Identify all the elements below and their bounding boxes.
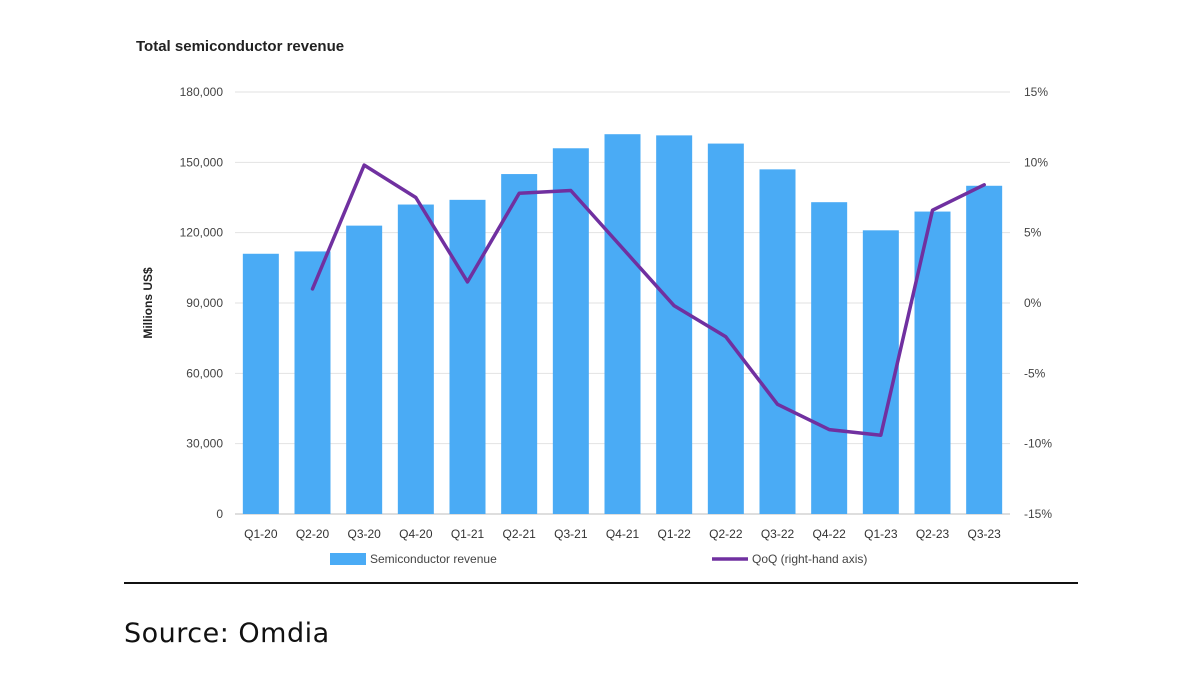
x-tick-label: Q1-20 xyxy=(244,527,278,541)
bar xyxy=(397,204,434,515)
combo-chart: 0 30,000 60,000 90,000 120,000 150,000 180,000… xyxy=(141,85,1052,566)
x-tick-label: Q4-20 xyxy=(399,527,433,541)
x-tick-label: Q1-22 xyxy=(657,527,691,541)
y2-tick-label: 0% xyxy=(1024,296,1042,310)
legend-swatch-bars xyxy=(330,553,366,565)
x-tick-label: Q4-22 xyxy=(812,527,846,541)
y-tick-label: 30,000 xyxy=(186,437,223,451)
legend-label-bars: Semiconductor revenue xyxy=(370,552,497,566)
x-tick-label: Q2-20 xyxy=(296,527,330,541)
bar xyxy=(862,230,899,515)
x-tick-label: Q3-22 xyxy=(761,527,795,541)
bar xyxy=(242,253,279,514)
y-axis-label: Millions US$ xyxy=(141,267,155,339)
x-tick-label: Q3-23 xyxy=(967,527,1001,541)
legend-label-line: QoQ (right-hand axis) xyxy=(752,552,867,566)
x-tick-label: Q3-21 xyxy=(554,527,588,541)
bar xyxy=(501,174,538,515)
x-tick-label: Q2-21 xyxy=(502,527,536,541)
x-tick-label: Q4-21 xyxy=(606,527,640,541)
bar xyxy=(914,211,951,515)
bar xyxy=(552,148,589,514)
bar xyxy=(966,185,1003,514)
divider xyxy=(124,582,1078,584)
bar xyxy=(604,134,641,514)
y-tick-label: 0 xyxy=(216,507,223,521)
bar xyxy=(294,251,331,514)
y-tick-label: 60,000 xyxy=(186,366,223,380)
source-note: Source: Omdia xyxy=(124,618,330,649)
x-tick-label: Q2-22 xyxy=(709,527,743,541)
x-tick-label: Q3-20 xyxy=(347,527,381,541)
bar xyxy=(656,135,693,514)
y2-tick-label: -5% xyxy=(1024,366,1046,380)
y-tick-label: 90,000 xyxy=(186,296,223,310)
y-tick-label: 180,000 xyxy=(180,85,224,99)
y2-tick-label: 10% xyxy=(1024,155,1048,169)
y2-tick-label: -15% xyxy=(1024,507,1052,521)
y2-tick-label: 15% xyxy=(1024,85,1048,99)
x-tick-label: Q1-21 xyxy=(451,527,485,541)
x-tick-label: Q2-23 xyxy=(916,527,950,541)
y2-tick-label: 5% xyxy=(1024,226,1042,240)
bar xyxy=(759,169,796,514)
y-tick-label: 150,000 xyxy=(180,155,224,169)
chart-title: Total semiconductor revenue xyxy=(136,38,345,55)
y2-tick-label: -10% xyxy=(1024,437,1052,451)
bar xyxy=(346,225,383,514)
y-tick-label: 120,000 xyxy=(180,226,224,240)
bar xyxy=(811,202,848,514)
bar xyxy=(449,199,486,514)
x-tick-label: Q1-23 xyxy=(864,527,898,541)
